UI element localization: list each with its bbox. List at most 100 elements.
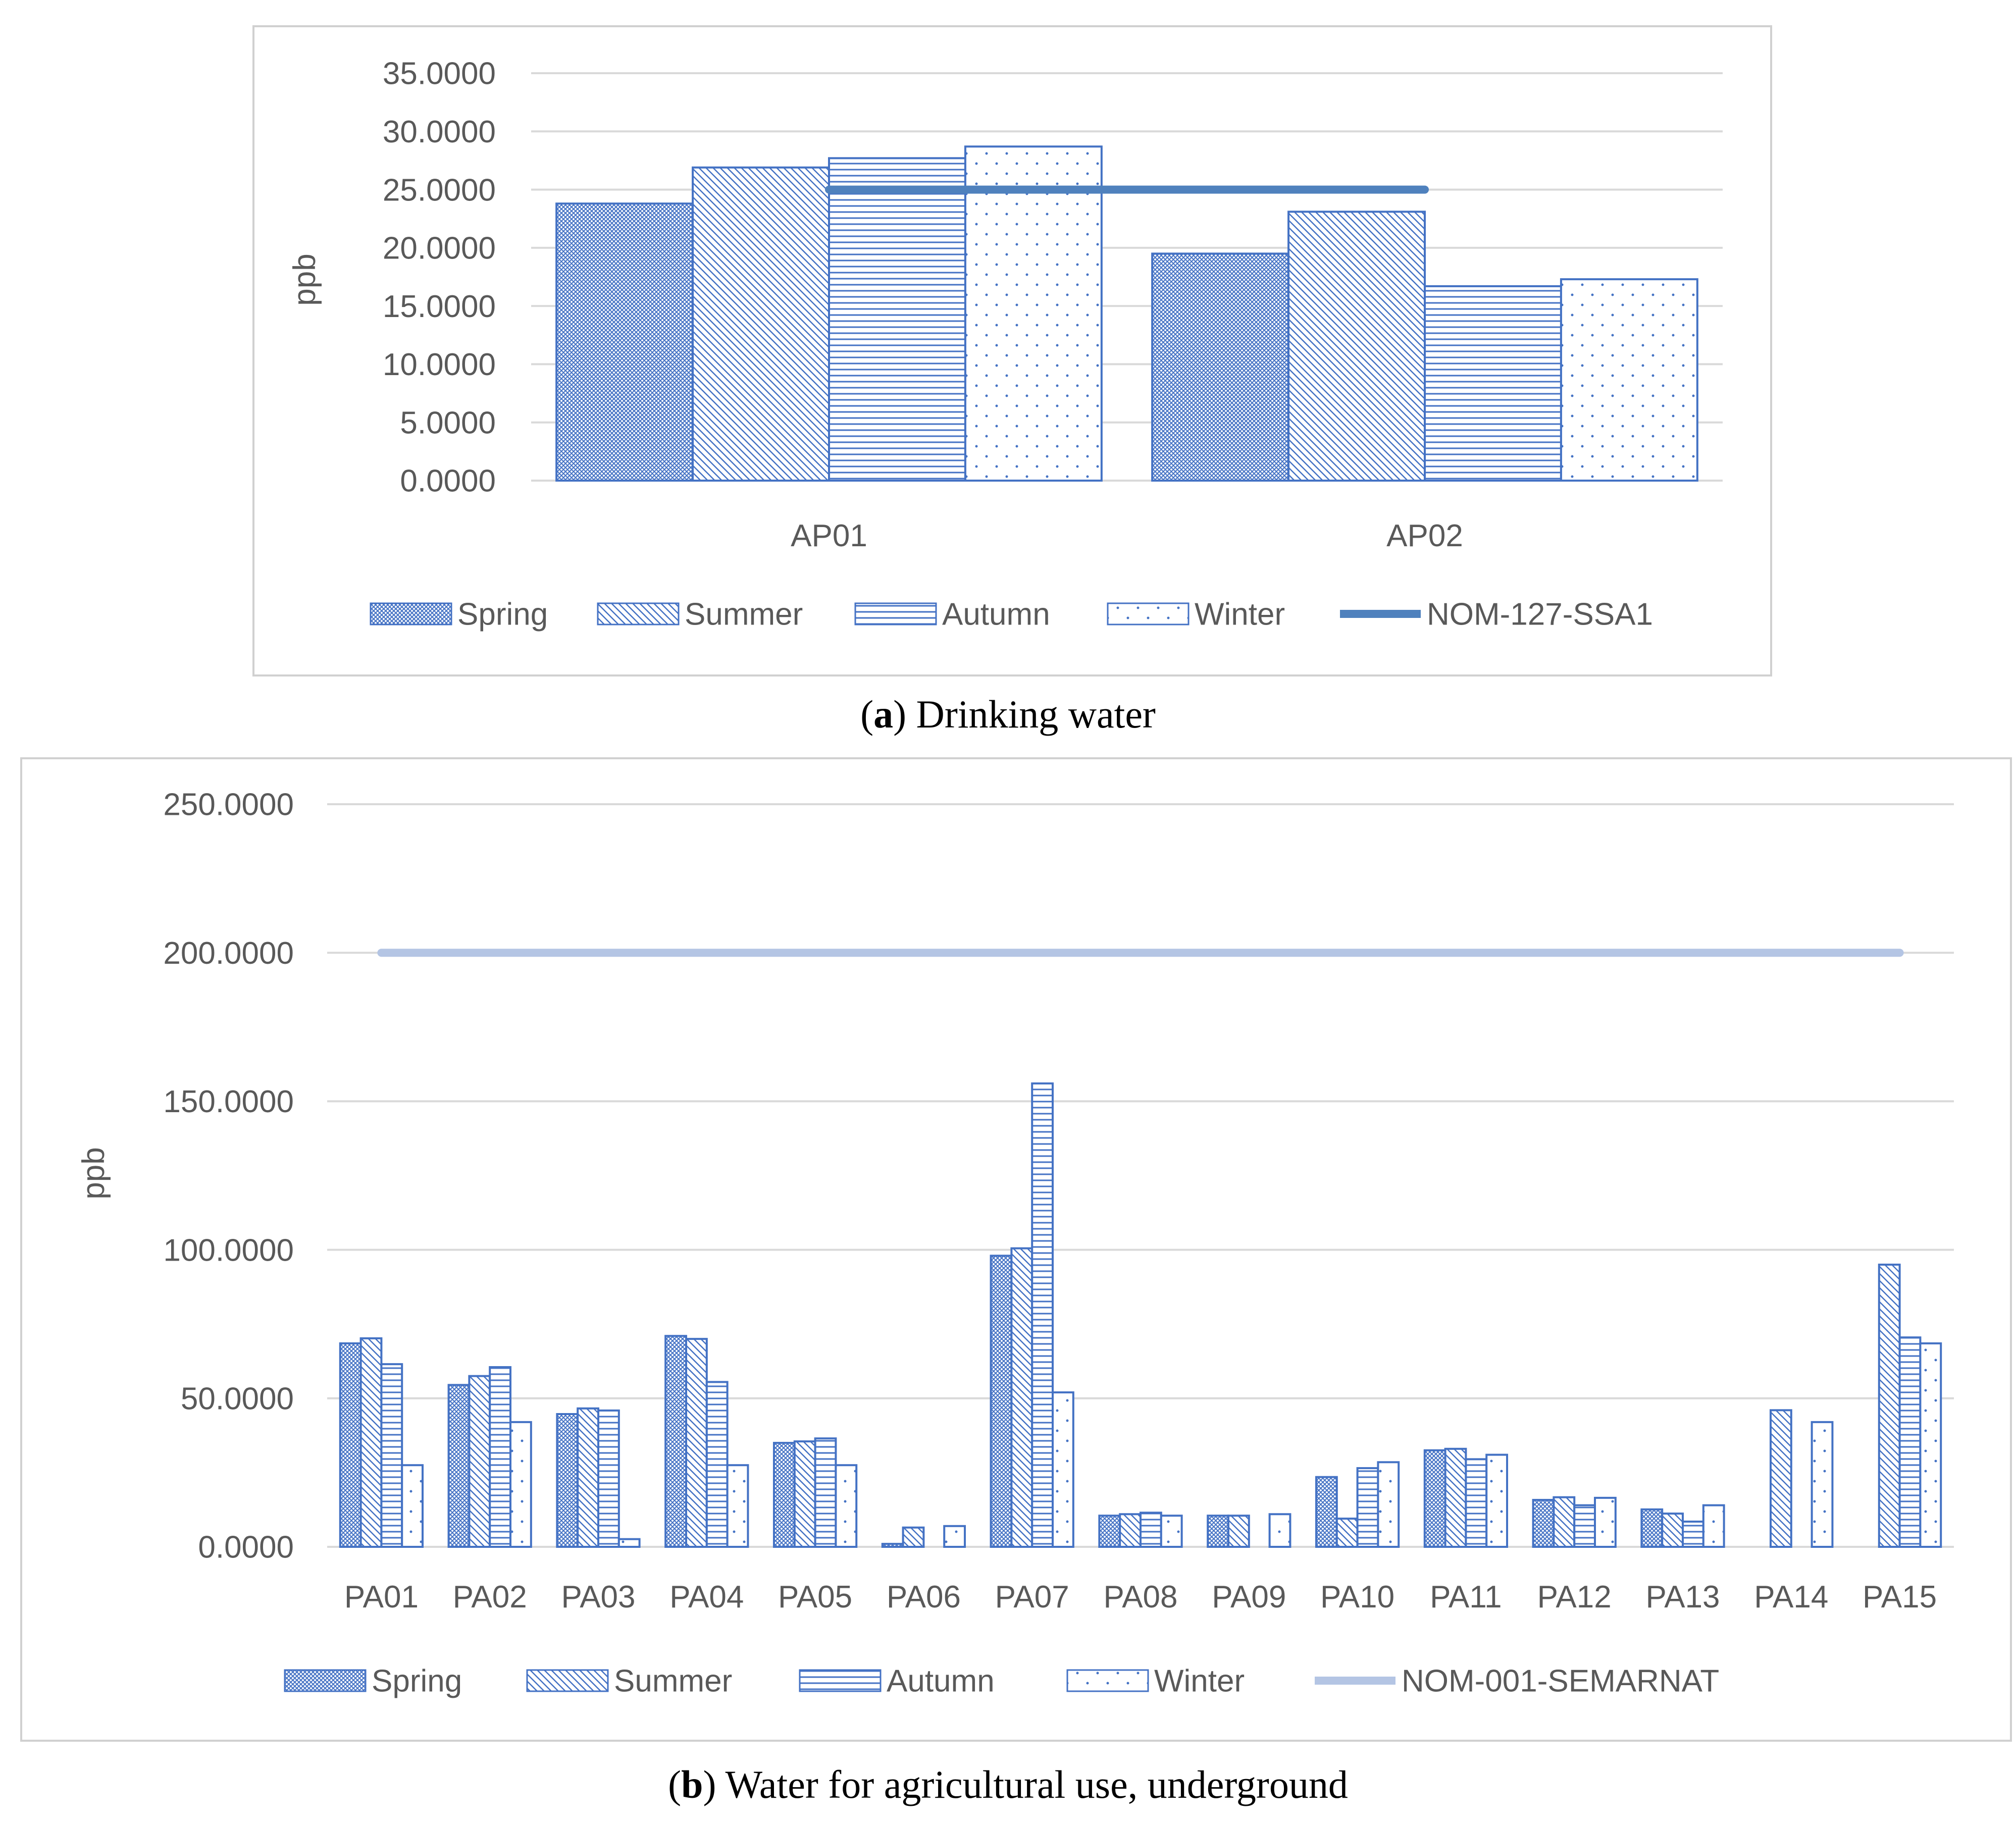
bar-summer-pa05 xyxy=(793,1440,816,1548)
x-tick-label: PA12 xyxy=(1537,1580,1612,1614)
y-axis-label: ppb xyxy=(287,253,322,305)
legend-swatch xyxy=(597,602,680,626)
legend-label: NOM-001-SEMARNAT xyxy=(1402,1664,1719,1699)
legend-item-winter: Winter xyxy=(1107,597,1285,632)
legend-item-nom-001-semarnat: NOM-001-SEMARNAT xyxy=(1315,1664,1719,1699)
bar-autumn-pa05 xyxy=(814,1437,837,1548)
bar-autumn-pa12 xyxy=(1573,1504,1596,1548)
y-tick-label: 100.0000 xyxy=(163,1233,294,1268)
legend-label: NOM-127-SSA1 xyxy=(1427,597,1653,632)
legend-item-nom-127-ssa1: NOM-127-SSA1 xyxy=(1340,597,1653,632)
bar-autumn-pa13 xyxy=(1682,1520,1704,1548)
y-tick-label: 0.0000 xyxy=(400,464,496,499)
y-tick-label: 5.0000 xyxy=(400,405,496,440)
bar-summer-ap02 xyxy=(1287,211,1426,482)
bar-summer-pa09 xyxy=(1227,1515,1250,1548)
legend-item-autumn: Autumn xyxy=(854,597,1050,632)
bar-winter-pa12 xyxy=(1594,1496,1617,1548)
bar-spring-pa11 xyxy=(1423,1449,1446,1548)
bar-winter-pa03 xyxy=(617,1538,641,1548)
bar-autumn-pa02 xyxy=(489,1366,512,1548)
x-tick-label: PA14 xyxy=(1754,1580,1828,1614)
bar-spring-pa02 xyxy=(447,1384,471,1548)
legend-label: Summer xyxy=(614,1664,732,1699)
bar-spring-ap02 xyxy=(1151,252,1290,482)
legend-swatch xyxy=(799,1669,882,1692)
bar-winter-pa02 xyxy=(509,1421,532,1548)
x-tick-label: PA02 xyxy=(453,1580,527,1614)
bar-winter-pa10 xyxy=(1377,1461,1400,1548)
bar-spring-pa10 xyxy=(1315,1476,1338,1548)
bar-spring-ap01 xyxy=(555,202,694,482)
legend-label: Winter xyxy=(1154,1664,1245,1699)
legend-label: Summer xyxy=(685,597,803,632)
bar-spring-pa13 xyxy=(1640,1508,1664,1548)
legend-label: Autumn xyxy=(942,597,1050,632)
bar-winter-pa14 xyxy=(1811,1421,1834,1548)
bar-spring-pa12 xyxy=(1532,1499,1555,1548)
bar-summer-pa01 xyxy=(359,1337,383,1548)
bar-summer-pa12 xyxy=(1553,1496,1576,1548)
legend-swatch xyxy=(526,1669,609,1692)
y-tick-label: 35.0000 xyxy=(383,57,496,91)
bar-winter-pa11 xyxy=(1485,1453,1509,1548)
legend-item-summer: Summer xyxy=(597,597,803,632)
y-tick-label: 10.0000 xyxy=(383,347,496,382)
legend-item-spring: Spring xyxy=(370,597,548,632)
bar-autumn-pa11 xyxy=(1465,1458,1488,1548)
legend-item-autumn: Autumn xyxy=(799,1664,995,1699)
bar-spring-pa09 xyxy=(1207,1515,1229,1548)
legend-swatch xyxy=(284,1669,367,1692)
y-tick-label: 200.0000 xyxy=(163,936,294,971)
bar-spring-pa03 xyxy=(556,1413,579,1548)
bar-winter-pa04 xyxy=(726,1464,749,1548)
bar-summer-ap01 xyxy=(692,166,830,482)
legend-swatch xyxy=(854,602,937,626)
bar-autumn-pa08 xyxy=(1140,1512,1162,1548)
bar-spring-pa05 xyxy=(772,1442,796,1548)
bar-spring-pa07 xyxy=(990,1255,1013,1548)
legend-label: Winter xyxy=(1195,597,1285,632)
bar-summer-pa14 xyxy=(1769,1409,1792,1548)
legend-label: Spring xyxy=(457,597,548,632)
legend-swatch xyxy=(1066,1669,1149,1692)
legend-item-winter: Winter xyxy=(1066,1664,1245,1699)
bar-winter-pa05 xyxy=(835,1464,858,1548)
x-tick-label: PA01 xyxy=(344,1580,419,1614)
y-tick-label: 150.0000 xyxy=(163,1084,294,1119)
x-tick-label: PA05 xyxy=(778,1580,852,1614)
bar-summer-pa08 xyxy=(1119,1513,1142,1548)
bar-autumn-pa04 xyxy=(705,1381,729,1548)
bar-summer-pa04 xyxy=(685,1338,708,1548)
panel-a-frame: 0.0000 5.0000 10.0000 15.0000 20.0000 25.0000… xyxy=(252,25,1772,676)
bar-winter-pa08 xyxy=(1160,1515,1183,1548)
y-tick-label: 20.0000 xyxy=(383,231,496,266)
bar-summer-pa02 xyxy=(468,1375,491,1548)
legend-label: Spring xyxy=(372,1664,462,1699)
panel-b-frame: 0.0000 50.0000 100.0000 150.0000 200.0000 250… xyxy=(20,757,2012,1742)
bar-winter-pa07 xyxy=(1052,1391,1074,1548)
bar-autumn-pa01 xyxy=(380,1363,403,1548)
bar-spring-pa06 xyxy=(881,1543,904,1548)
bar-winter-pa06 xyxy=(943,1525,966,1548)
x-tick-label: PA06 xyxy=(887,1580,961,1614)
x-tick-label: PA11 xyxy=(1430,1580,1502,1614)
legend-swatch xyxy=(1107,602,1190,626)
x-tick-label: PA13 xyxy=(1645,1580,1720,1614)
bar-winter-pa01 xyxy=(401,1464,424,1548)
bar-spring-pa04 xyxy=(664,1335,687,1548)
x-tick-label: PA07 xyxy=(995,1580,1069,1614)
bar-winter-pa13 xyxy=(1702,1504,1725,1548)
y-tick-label: 50.0000 xyxy=(181,1382,294,1417)
chart-b: 0.0000 50.0000 100.0000 150.0000 200.0000 250… xyxy=(76,788,1954,1699)
legend-swatch xyxy=(370,602,452,626)
y-tick-label: 0.0000 xyxy=(198,1530,294,1565)
x-tick-label: AP01 xyxy=(791,518,867,553)
bar-autumn-pa07 xyxy=(1031,1082,1054,1548)
x-tick-label: PA08 xyxy=(1103,1580,1177,1614)
bar-summer-pa10 xyxy=(1335,1518,1359,1548)
bar-summer-pa06 xyxy=(902,1526,925,1548)
bar-autumn-pa10 xyxy=(1356,1467,1379,1548)
caption-b: (b) Water for agricultural use, undergro… xyxy=(668,1762,1348,1806)
x-tick-label: PA10 xyxy=(1320,1580,1394,1614)
